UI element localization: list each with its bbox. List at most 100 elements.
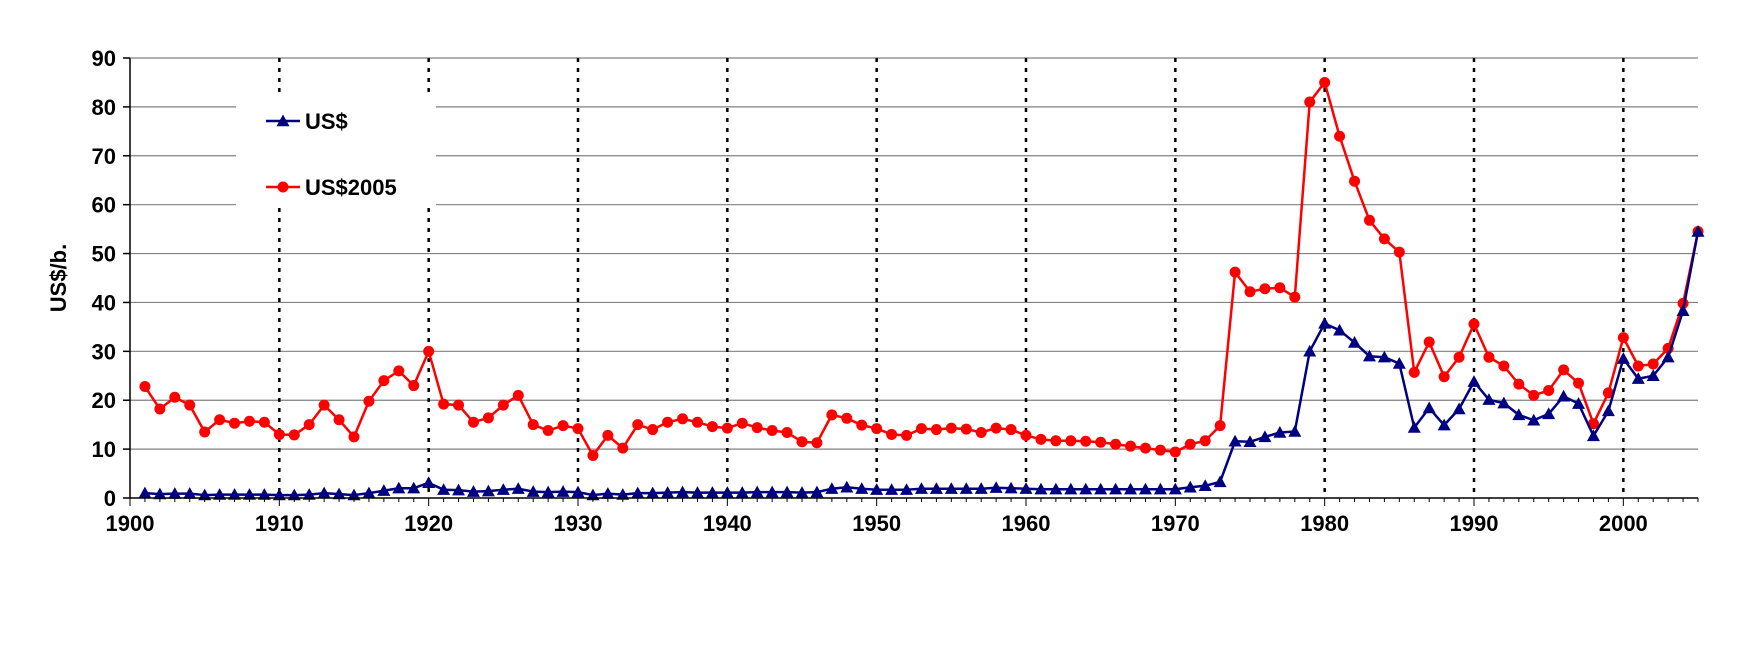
data-point <box>1557 389 1571 402</box>
data-point <box>1438 371 1450 383</box>
data-point <box>632 419 644 431</box>
data-point <box>1646 369 1660 381</box>
y-tick-label: 70 <box>92 144 116 169</box>
data-point <box>1573 377 1585 389</box>
data-point <box>1125 440 1137 452</box>
data-point <box>169 391 181 403</box>
data-point <box>989 481 1003 493</box>
data-point <box>631 486 645 499</box>
data-point <box>1601 404 1615 417</box>
data-point <box>751 422 763 434</box>
data-point <box>496 483 510 495</box>
x-tick-label: 1950 <box>852 511 901 536</box>
data-point <box>750 485 764 498</box>
data-point <box>438 398 450 410</box>
data-point <box>257 488 271 500</box>
data-point <box>1124 482 1138 495</box>
data-point <box>721 422 733 434</box>
data-point <box>1020 429 1032 441</box>
data-point <box>288 429 300 441</box>
data-point <box>1377 350 1391 363</box>
y-tick-label: 40 <box>92 290 116 315</box>
data-point <box>1318 316 1332 329</box>
legend: US$ US$2005 <box>236 96 436 208</box>
series-layer <box>138 76 1705 501</box>
data-point <box>332 487 346 500</box>
data-point <box>856 419 868 431</box>
data-point <box>1647 358 1659 370</box>
data-point <box>213 488 227 500</box>
data-point <box>1288 425 1302 437</box>
data-point <box>900 483 914 495</box>
data-point <box>915 423 927 435</box>
data-point <box>1497 396 1511 409</box>
data-point <box>796 436 808 448</box>
data-point <box>1213 475 1227 488</box>
data-point <box>661 486 675 498</box>
data-point <box>781 426 793 438</box>
data-point <box>1035 433 1047 445</box>
data-point <box>1065 435 1077 447</box>
data-point <box>602 429 614 441</box>
data-point <box>601 487 615 499</box>
y-axis-title: US$/b. <box>46 244 71 312</box>
data-point <box>825 482 839 494</box>
y-tick-label: 80 <box>92 95 116 120</box>
data-point <box>184 399 196 411</box>
data-point <box>1378 233 1390 245</box>
data-point <box>1422 401 1436 414</box>
data-point <box>662 416 674 428</box>
data-point <box>974 482 988 494</box>
data-point <box>901 429 913 441</box>
data-point <box>1498 360 1510 372</box>
data-point <box>1050 435 1062 447</box>
data-point <box>199 426 211 438</box>
data-point <box>1154 444 1166 456</box>
data-point <box>765 485 779 498</box>
x-tick-label: 2000 <box>1599 511 1648 536</box>
data-point <box>1095 436 1107 448</box>
data-point <box>840 480 854 493</box>
data-point <box>1676 304 1690 316</box>
data-point <box>1407 421 1421 433</box>
axis-layer: 0 10 20 30 40 50 60 70 80 90 1900 1910 1920 1930 1940 1… <box>92 46 1699 536</box>
data-point <box>990 422 1002 434</box>
data-point <box>572 423 584 435</box>
data-point <box>1691 225 1705 237</box>
data-point <box>422 476 436 489</box>
data-point <box>1363 214 1375 226</box>
data-point <box>214 414 226 426</box>
data-point <box>1273 425 1287 438</box>
data-point <box>1259 283 1271 295</box>
data-point <box>1244 286 1256 298</box>
data-point <box>959 482 973 494</box>
data-point <box>571 485 585 498</box>
data-point <box>1468 318 1480 330</box>
y-tick-label: 20 <box>92 388 116 413</box>
data-point <box>378 375 390 387</box>
data-point <box>1543 384 1555 396</box>
data-point <box>408 380 420 392</box>
data-point <box>945 422 957 434</box>
data-point <box>720 486 734 498</box>
data-point <box>258 416 270 428</box>
data-point <box>1304 96 1316 108</box>
data-point <box>511 482 525 494</box>
series-us <box>138 225 1705 501</box>
data-point <box>1319 76 1331 88</box>
data-point <box>168 487 182 499</box>
data-point <box>706 421 718 433</box>
data-point <box>960 423 972 435</box>
data-point <box>1617 332 1629 344</box>
data-point <box>1349 175 1361 187</box>
data-point <box>243 415 255 427</box>
data-point <box>333 414 345 426</box>
data-point <box>886 428 898 440</box>
data-point <box>393 365 405 377</box>
data-point <box>1184 438 1196 450</box>
data-point <box>1139 442 1151 454</box>
data-point <box>871 423 883 435</box>
data-point <box>677 413 689 425</box>
data-point <box>705 486 719 498</box>
